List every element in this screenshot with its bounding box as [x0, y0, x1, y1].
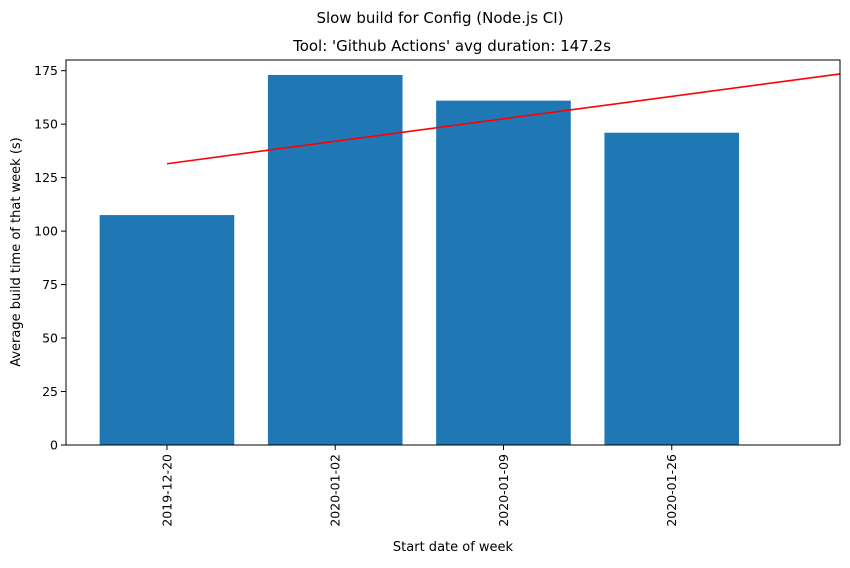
x-tick-label: 2020-01-09 — [496, 454, 511, 527]
y-tick-label: 50 — [42, 331, 58, 346]
x-axis: 2019-12-20 2020-01-02 2020-01-09 2020-01-26 — [159, 445, 679, 527]
y-tick-label: 125 — [34, 170, 58, 185]
plot-frame — [65, 59, 841, 446]
y-tick-label: 75 — [42, 277, 58, 292]
bar — [267, 74, 403, 445]
trend-line-group — [166, 73, 841, 165]
y-axis-label: Average build time of that week (s) — [9, 137, 24, 367]
bars — [99, 74, 740, 445]
y-tick-label: 100 — [34, 224, 58, 239]
x-axis-label: Start date of week — [393, 540, 514, 555]
y-tick-label: 175 — [34, 63, 58, 78]
x-tick-label: 2020-01-26 — [664, 454, 679, 527]
x-tick-label: 2019-12-20 — [159, 454, 174, 527]
bar — [436, 100, 571, 445]
x-tick-label: 2020-01-02 — [328, 454, 343, 527]
bar — [604, 132, 740, 445]
y-axis: 0 25 50 75 100 125 150 175 — [34, 63, 66, 453]
trend-line — [166, 73, 841, 165]
chart-suptitle: Slow build for Config (Node.js CI) — [316, 9, 563, 27]
y-tick-label: 25 — [42, 384, 58, 399]
y-tick-label: 150 — [34, 117, 58, 132]
y-tick-label: 0 — [50, 438, 58, 453]
bar — [99, 215, 235, 445]
chart-title: Tool: 'Github Actions' avg duration: 147… — [292, 37, 611, 55]
